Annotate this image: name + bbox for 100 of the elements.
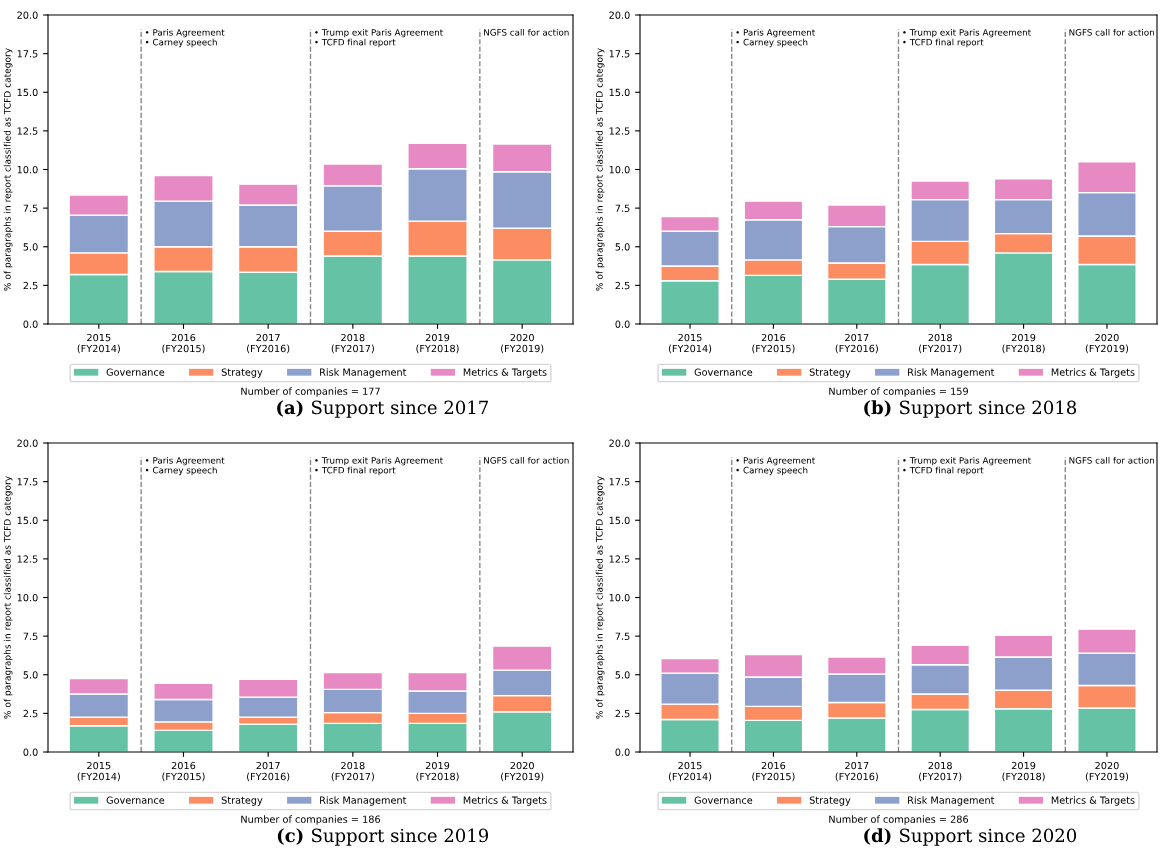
annotation: • Paris Agreement • Carney speech (145, 28, 225, 48)
annotation: NGFS call for action (484, 456, 569, 464)
annotation: NGFS call for action (484, 28, 569, 36)
annotation: NGFS call for action (1069, 28, 1154, 36)
x-tick-label: 2016 (FY2015) (162, 333, 205, 354)
y-axis-title: % of paragraphs in report classified as TCFD category (595, 48, 605, 291)
y-tick-label: 20.0 (17, 11, 38, 19)
annotation: NGFS call for action (1069, 456, 1154, 464)
annotation: • Trump exit Paris Agreement • TCFD final report (903, 456, 1031, 476)
x-tick-label: 2016 (FY2015) (162, 761, 205, 782)
y-tick-label: 7.5 (615, 204, 630, 212)
annotation: • Trump exit Paris Agreement • TCFD final report (903, 28, 1031, 48)
text: (b) Support since 2018 (864, 400, 1077, 418)
x-tick-label: 2017 (FY2016) (247, 333, 290, 354)
legend-label: Strategy (221, 796, 263, 806)
x-tick-label: 2019 (FY2018) (416, 333, 459, 354)
x-tick-label: 2018 (FY2017) (331, 333, 374, 354)
legend-label: Metrics & Targets (1051, 368, 1135, 378)
y-tick-label: 10.0 (17, 593, 38, 602)
x-tick-label: 2017 (FY2016) (835, 761, 878, 782)
text: (d) Support since 2020 (864, 828, 1077, 846)
y-tick-label: 7.5 (615, 632, 630, 640)
y-tick-label: 20.0 (609, 11, 630, 19)
y-tick-label: 0.0 (23, 320, 38, 328)
legend-label: Strategy (809, 796, 851, 806)
y-tick-label: 10.0 (609, 165, 630, 174)
x-tick-label: 2015 (FY2014) (668, 333, 712, 354)
y-axis-title: % of paragraphs in report classified as TCFD category (595, 476, 605, 719)
x-tick-label: 2019 (FY2018) (1002, 333, 1045, 354)
x-tick-label: 2018 (FY2017) (331, 761, 374, 782)
y-tick-label: 20.0 (17, 439, 38, 447)
y-tick-label: 15.0 (17, 88, 38, 97)
x-tick-label: 2015 (FY2014) (77, 761, 120, 782)
y-tick-label: 17.5 (609, 478, 630, 486)
text: Number of companies = 186 (241, 815, 381, 825)
legend-label: Risk Management (320, 796, 407, 806)
x-tick-label: 2020 (FY2019) (1085, 761, 1129, 782)
text: Number of companies = 159 (829, 387, 968, 397)
y-tick-label: 5.0 (615, 243, 630, 251)
text: Number of companies = 177 (241, 387, 380, 397)
annotation: • Trump exit Paris Agreement • TCFD final report (315, 28, 443, 48)
y-tick-label: 0.0 (23, 748, 38, 756)
legend-label: Governance (106, 796, 165, 804)
y-tick-label: 2.5 (615, 281, 630, 290)
x-tick-label: 2017 (FY2016) (835, 333, 878, 354)
annotation: • Paris Agreement • Carney speech (145, 456, 225, 476)
legend-label: Risk Management (908, 796, 995, 806)
y-tick-label: 17.5 (17, 478, 38, 486)
y-tick-label: 15.0 (609, 516, 630, 525)
annotation: • Paris Agreement • Carney speech (736, 456, 815, 476)
y-tick-label: 10.0 (609, 593, 630, 602)
x-tick-label: 2019 (FY2018) (416, 761, 459, 782)
x-tick-label: 2019 (FY2018) (1002, 761, 1045, 782)
x-tick-label: 2018 (FY2017) (919, 761, 962, 782)
legend-label: Risk Management (320, 368, 407, 378)
y-axis-title: % of paragraphs in report classified as TCFD category (3, 48, 13, 291)
x-tick-label: 2015 (FY2014) (668, 761, 712, 782)
text: Number of companies = 286 (829, 815, 969, 825)
y-tick-label: 10.0 (17, 165, 38, 174)
x-tick-label: 2016 (FY2015) (752, 333, 795, 354)
y-tick-label: 15.0 (17, 516, 38, 525)
legend-label: Metrics & Targets (1051, 796, 1135, 806)
legend-label: Governance (694, 796, 753, 804)
y-tick-label: 0.0 (615, 320, 630, 328)
x-tick-label: 2016 (FY2015) (752, 761, 795, 782)
y-tick-label: 17.5 (17, 50, 38, 58)
y-tick-label: 12.5 (17, 127, 38, 135)
y-tick-label: 17.5 (609, 50, 630, 58)
text: (c) Support since 2019 (277, 828, 489, 846)
legend-label: Metrics & Targets (463, 796, 547, 806)
x-tick-label: 2017 (FY2016) (247, 761, 290, 782)
y-tick-label: 2.5 (23, 281, 38, 290)
y-tick-label: 2.5 (23, 709, 38, 718)
legend-label: Governance (106, 368, 165, 376)
y-tick-label: 15.0 (609, 88, 630, 97)
y-tick-label: 12.5 (609, 127, 630, 135)
x-tick-label: 2018 (FY2017) (919, 333, 962, 354)
y-tick-label: 5.0 (23, 671, 38, 679)
y-tick-label: 2.5 (615, 709, 630, 718)
x-tick-label: 2020 (FY2019) (501, 333, 544, 354)
x-tick-label: 2015 (FY2014) (77, 333, 120, 354)
y-tick-label: 7.5 (23, 204, 38, 212)
y-tick-label: 20.0 (609, 439, 630, 447)
text: (a) Support since 2017 (277, 400, 488, 418)
y-tick-label: 12.5 (17, 555, 38, 563)
y-tick-label: 0.0 (615, 748, 630, 756)
legend-label: Strategy (809, 368, 851, 378)
legend-label: Governance (694, 368, 753, 376)
x-tick-label: 2020 (FY2019) (1085, 333, 1129, 354)
annotation: • Trump exit Paris Agreement • TCFD final report (315, 456, 443, 476)
legend-label: Risk Management (908, 368, 995, 378)
y-axis-title: % of paragraphs in report classified as TCFD category (3, 476, 13, 719)
annotation: • Paris Agreement • Carney speech (736, 28, 815, 48)
legend-label: Strategy (221, 368, 263, 378)
y-tick-label: 12.5 (609, 555, 630, 563)
legend-label: Metrics & Targets (463, 368, 547, 378)
x-tick-label: 2020 (FY2019) (501, 761, 544, 782)
y-tick-label: 5.0 (23, 243, 38, 251)
y-tick-label: 7.5 (23, 632, 38, 640)
y-tick-label: 5.0 (615, 671, 630, 679)
